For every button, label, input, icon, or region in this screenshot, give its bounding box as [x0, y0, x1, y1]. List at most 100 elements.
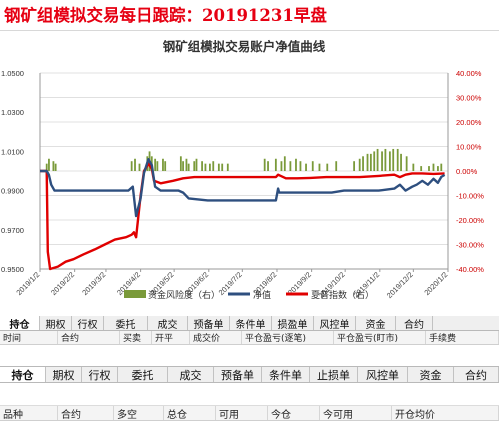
trade-tab-9[interactable]: 资金	[356, 316, 396, 330]
risk-bar	[400, 153, 402, 171]
trade-col-2[interactable]: 买卖	[120, 331, 152, 344]
risk-bar	[48, 158, 50, 171]
legend-label-risk: 资金风险度（右）	[148, 289, 220, 301]
risk-bar	[185, 158, 188, 171]
risk-bar	[420, 166, 423, 171]
position-tab-1[interactable]: 期权	[46, 367, 82, 382]
right-tick-label: -40.00%	[456, 265, 484, 274]
position-tab-0[interactable]: 持仓	[0, 367, 46, 382]
right-tick-label: 0.00%	[456, 167, 478, 176]
risk-bar	[138, 163, 141, 171]
position-table-body[interactable]	[0, 383, 499, 406]
trade-tab-2[interactable]: 行权	[72, 316, 104, 330]
position-tab-7[interactable]: 止损单	[310, 367, 358, 382]
trade-tab-4[interactable]: 成交	[148, 316, 188, 330]
left-tick-label: 1.0500	[1, 69, 24, 78]
x-tick-label: 2019/1/2	[14, 270, 41, 297]
risk-bar	[54, 163, 57, 171]
trade-tab-7[interactable]: 损盈单	[272, 316, 314, 330]
position-col-2[interactable]: 多空	[114, 406, 164, 420]
position-tab-2[interactable]: 行权	[82, 367, 118, 382]
position-tab-10[interactable]: 合约	[454, 367, 499, 382]
right-tick-label: -10.00%	[456, 192, 484, 201]
risk-bar	[432, 163, 435, 171]
risk-bar	[217, 163, 220, 171]
chart-title: 钢矿组模拟交易账户净值曲线	[163, 39, 326, 54]
trade-tab-0[interactable]: 持仓	[0, 316, 40, 330]
left-tick-label: 1.0100	[1, 147, 24, 156]
right-tick-label: 40.00%	[456, 69, 482, 78]
position-col-4[interactable]: 可用	[216, 406, 268, 420]
nav-chart: 钢矿组模拟交易账户净值曲线 40.00% 30.00% 20.00% 10.00% 0.0…	[0, 30, 499, 312]
trade-tab-8[interactable]: 风控单	[314, 316, 356, 330]
x-tick-label: 2020/1/2	[422, 270, 449, 297]
position-tab-8[interactable]: 风控单	[358, 367, 408, 382]
trade-col-1[interactable]: 合约	[58, 331, 120, 344]
position-tab-6[interactable]: 条件单	[262, 367, 310, 382]
position-tab-4[interactable]: 成交	[168, 367, 214, 382]
position-col-3[interactable]: 总仓	[164, 406, 216, 420]
trade-col-3[interactable]: 开平	[152, 331, 190, 344]
position-col-1[interactable]: 合约	[58, 406, 114, 420]
x-tick-label: 2019/2/2	[49, 270, 76, 297]
legend-swatch-risk	[124, 290, 146, 298]
risk-bar	[396, 148, 399, 171]
trade-col-5[interactable]: 平仓盈亏(逐笔)	[242, 331, 334, 344]
trade-col-6[interactable]: 平仓盈亏(盯市)	[334, 331, 426, 344]
left-tick-label: 0.9700	[1, 226, 24, 235]
risk-bar	[428, 166, 430, 171]
risk-bar	[226, 163, 229, 171]
risk-bar	[134, 158, 136, 171]
risk-bar	[437, 166, 439, 171]
trade-tab-1[interactable]: 期权	[40, 316, 72, 330]
risk-bar	[295, 158, 297, 171]
trade-tab-5[interactable]: 预备单	[188, 316, 230, 330]
trade-detail-tabbar: 持仓 期权 行权 委托 成交 预备单 条件单 损盈单 风控单 资金 合约	[0, 316, 499, 331]
risk-bar	[376, 148, 379, 171]
risk-bar	[130, 161, 133, 171]
risk-bar	[289, 161, 292, 171]
risk-bar	[283, 156, 286, 171]
trade-tab-6[interactable]: 条件单	[230, 316, 272, 330]
right-tick-label: 10.00%	[456, 143, 482, 152]
position-tab-5[interactable]: 预备单	[214, 367, 262, 382]
nav-line	[40, 157, 446, 218]
risk-bar	[209, 163, 211, 171]
position-col-5[interactable]: 今仓	[268, 406, 320, 420]
risk-bar	[193, 161, 196, 171]
risk-bar	[326, 163, 329, 171]
risk-bar	[362, 156, 364, 171]
risk-bar	[353, 161, 356, 171]
position-tabbar: 持仓 期权 行权 委托 成交 预备单 条件单 止损单 风控单 资金 合约	[0, 366, 499, 383]
position-tab-3[interactable]: 委托	[118, 367, 168, 382]
risk-bar	[318, 163, 321, 171]
position-col-7[interactable]: 开仓均价	[392, 406, 499, 420]
risk-bar	[366, 153, 369, 171]
risk-bar	[45, 163, 48, 171]
x-tick-label: 2019/12/2	[385, 270, 415, 300]
trade-col-4[interactable]: 成交价	[190, 331, 242, 344]
position-col-0[interactable]: 品种	[0, 406, 58, 420]
risk-bar	[187, 163, 190, 171]
risk-bar	[204, 163, 207, 171]
risk-bar	[201, 161, 203, 171]
trade-col-0[interactable]: 时间	[0, 331, 58, 344]
trade-tab-3[interactable]: 委托	[104, 316, 148, 330]
risk-bar	[280, 161, 283, 171]
risk-bar	[369, 153, 372, 171]
trade-detail-table-body[interactable]	[0, 345, 499, 366]
risk-bar	[440, 163, 443, 171]
trade-tab-10[interactable]: 合约	[396, 316, 433, 330]
nav-chart-svg: 钢矿组模拟交易账户净值曲线 40.00% 30.00% 20.00% 10.00% 0.0…	[1, 39, 484, 301]
position-tab-9[interactable]: 资金	[408, 367, 454, 382]
x-tick-label: 2019/3/2	[80, 270, 107, 297]
risk-bar	[335, 161, 338, 171]
position-col-6[interactable]: 今可用	[320, 406, 392, 420]
risk-bar	[384, 148, 387, 171]
risk-bar	[263, 158, 266, 171]
risk-bar	[195, 158, 198, 171]
risk-bar	[212, 161, 215, 171]
trade-col-7[interactable]: 手续费	[426, 331, 499, 344]
left-tick-label: 0.9900	[1, 187, 24, 196]
risk-bar	[392, 148, 395, 171]
